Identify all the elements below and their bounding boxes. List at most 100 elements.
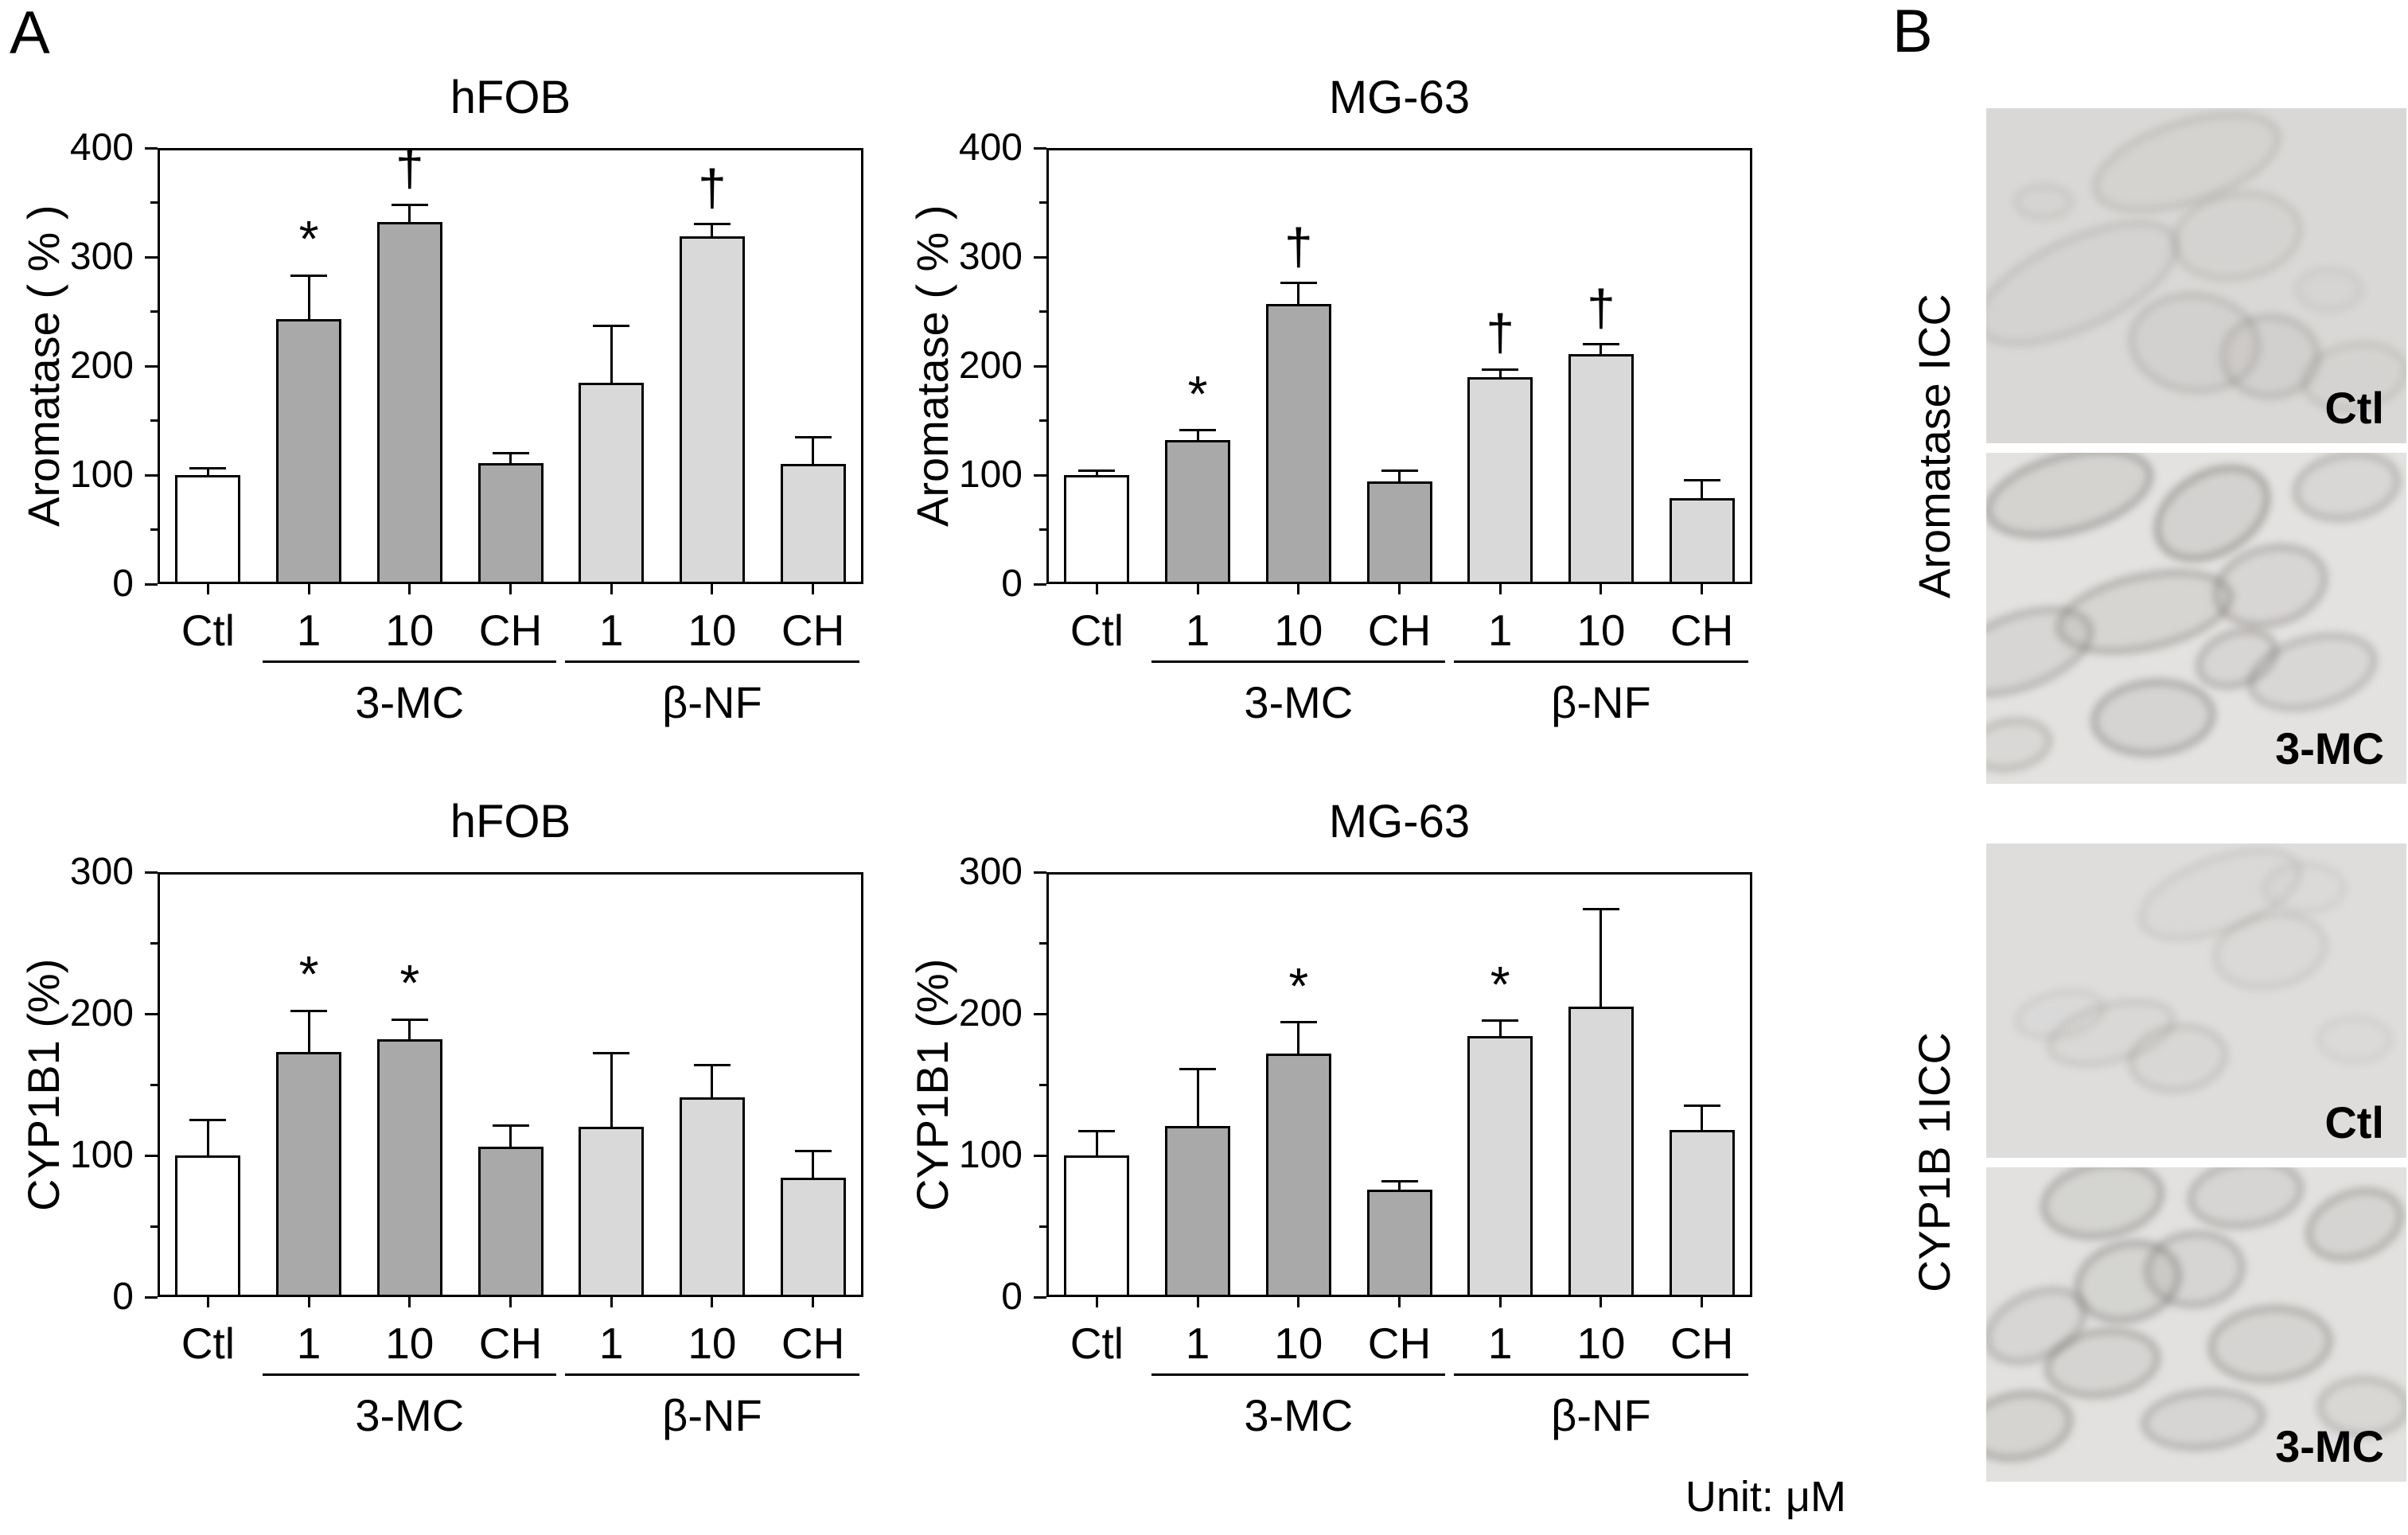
bar-Ctl [1064, 1155, 1130, 1297]
panel-b-row-label-aromatase-icc: Aromatase ICC [1909, 294, 1959, 598]
y-major-tick [1034, 1295, 1046, 1299]
bar-10 [376, 1039, 442, 1297]
y-minor-tick [1039, 201, 1046, 204]
y-tick-label: 100 [69, 1134, 134, 1176]
bar-CH [780, 1178, 846, 1297]
y-minor-tick [150, 310, 158, 313]
y-tick-label: 200 [69, 992, 134, 1034]
micrograph-aromatase-ctl: Ctl [1986, 108, 2406, 443]
x-category-label: 1 [1185, 1319, 1210, 1368]
bar-10 [1568, 1007, 1634, 1297]
x-category-label: CH [781, 606, 845, 655]
x-tick [1498, 584, 1502, 594]
group-label: 3-MC [1244, 1390, 1354, 1440]
error-bar-stem [812, 437, 815, 465]
bar-CH [1669, 497, 1735, 584]
x-category-label: 10 [385, 606, 434, 655]
error-bar-stem [206, 468, 209, 475]
y-minor-tick [1039, 1083, 1046, 1086]
error-bar-stem [509, 453, 512, 463]
group-underline [263, 660, 557, 663]
bar-Ctl [175, 475, 241, 584]
y-minor-tick [150, 1225, 158, 1228]
y-minor-tick [1039, 419, 1046, 422]
y-major-tick [1034, 255, 1046, 259]
significance-marker: * [1187, 364, 1208, 423]
error-bar-stem [711, 1065, 714, 1098]
x-category-label: 10 [688, 606, 737, 655]
significance-marker: * [1288, 956, 1309, 1015]
x-tick [206, 584, 209, 594]
micrograph-label: Ctl [2324, 1097, 2384, 1147]
error-bar-stem [812, 1151, 815, 1179]
error-bar-cap [794, 1150, 832, 1153]
chart-title: hFOB [450, 72, 571, 123]
x-category-label: CH [1670, 606, 1734, 655]
bar-CH [1366, 1189, 1432, 1297]
error-bar-cap [693, 223, 731, 226]
cell-blob [2087, 673, 2219, 763]
error-bar-cap [794, 435, 832, 438]
bar-CH [780, 464, 846, 584]
x-category-label: 1 [296, 1319, 321, 1368]
y-minor-tick [150, 419, 158, 422]
significance-marker: † [1486, 304, 1514, 362]
y-major-tick [145, 582, 158, 586]
y-tick-label: 0 [1001, 1276, 1023, 1318]
y-minor-tick [1039, 1225, 1046, 1228]
error-bar-stem [1599, 909, 1603, 1007]
group-underline [1151, 660, 1446, 663]
cell-blob [2182, 1167, 2309, 1237]
x-tick [711, 584, 714, 594]
error-bar-cap [1381, 1179, 1418, 1182]
group-underline [1454, 660, 1748, 663]
error-bar-cap [1582, 343, 1619, 346]
error-bar-cap [1482, 1019, 1519, 1023]
error-bar-cap [1683, 1104, 1720, 1108]
cell-blob [2219, 314, 2322, 400]
cell-blob [2316, 1014, 2394, 1065]
x-category-label: Ctl [181, 606, 235, 655]
error-bar-cap [290, 274, 328, 277]
bar-1 [276, 319, 342, 584]
y-major-tick [1034, 473, 1046, 477]
group-label: β-NF [662, 677, 762, 727]
x-category-label: 10 [1576, 606, 1626, 655]
x-category-label: Ctl [1070, 1319, 1124, 1368]
x-tick [812, 584, 815, 594]
y-tick-label: 400 [958, 127, 1023, 169]
bar-CH [1669, 1129, 1735, 1297]
bar-10 [1265, 303, 1331, 584]
bar-10 [679, 236, 745, 584]
bar-CH [477, 462, 544, 584]
error-bar-stem [509, 1125, 512, 1147]
significance-marker: * [298, 210, 319, 268]
y-major-tick [1034, 1154, 1046, 1157]
error-bar-stem [1701, 1105, 1704, 1130]
micrograph-aromatase-3mc: 3-MC [1986, 453, 2406, 784]
x-tick [812, 1297, 815, 1307]
error-bar-cap [593, 324, 630, 327]
error-bar-cap [492, 1124, 529, 1128]
cell-blob [2033, 1167, 2172, 1249]
error-bar-cap [189, 467, 227, 470]
x-category-label: 1 [598, 606, 624, 655]
error-bar-stem [1095, 1131, 1098, 1155]
y-major-tick [145, 1154, 158, 1157]
x-tick [610, 584, 613, 594]
y-major-tick [1034, 364, 1046, 368]
cell-blob [2261, 861, 2348, 916]
x-category-label: 10 [688, 1319, 737, 1368]
error-bar-stem [610, 325, 613, 383]
x-tick [1297, 1297, 1300, 1307]
cell-blob [2013, 183, 2075, 222]
error-bar-stem [206, 1120, 209, 1155]
y-minor-tick [1039, 310, 1046, 313]
error-bar-stem [1398, 1181, 1401, 1190]
x-tick [509, 1297, 512, 1307]
error-bar-cap [1179, 429, 1217, 432]
x-tick [206, 1297, 209, 1307]
bar-1 [276, 1052, 342, 1297]
x-category-label: 10 [1576, 1319, 1626, 1368]
